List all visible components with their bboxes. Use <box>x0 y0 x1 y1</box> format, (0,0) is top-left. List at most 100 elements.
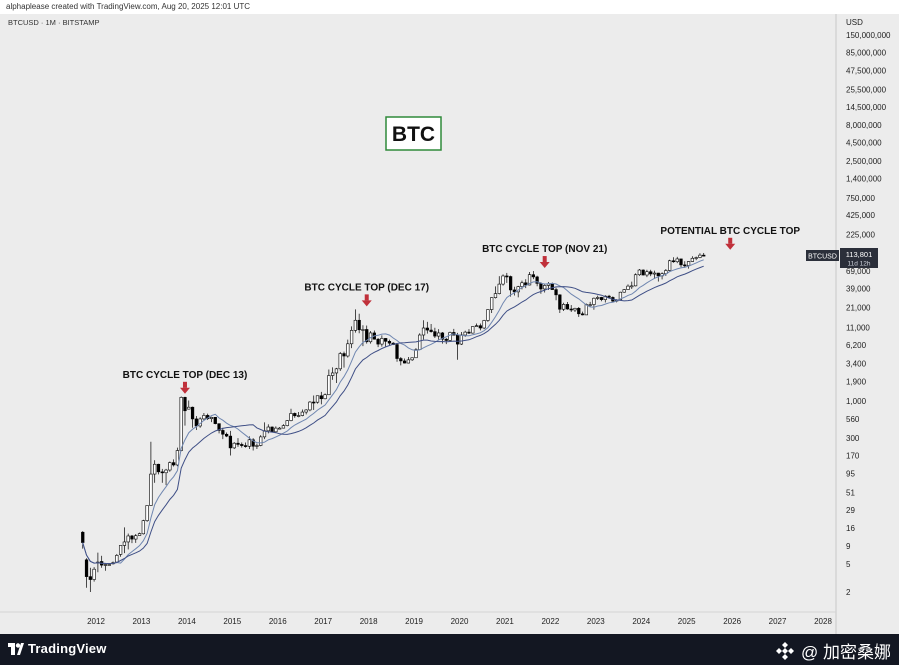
candle-body <box>686 261 691 266</box>
candle-body <box>402 360 407 364</box>
candle-body <box>406 359 411 364</box>
tradingview-brand[interactable]: TradingView <box>8 641 107 656</box>
candle <box>168 461 172 472</box>
candle-body <box>194 418 198 427</box>
candle <box>429 324 433 333</box>
candle-body <box>107 564 111 566</box>
candle-body <box>118 545 123 555</box>
candle <box>577 307 581 317</box>
watermark: @ 加密桑娜 <box>775 638 891 663</box>
candle <box>410 357 414 361</box>
candle-body <box>562 304 566 310</box>
candle-body <box>103 564 108 566</box>
candle <box>565 301 570 310</box>
y-tick-label: 47,500,000 <box>846 66 887 75</box>
candle-body <box>225 433 229 437</box>
candle <box>588 301 592 308</box>
candle <box>558 294 562 314</box>
footer-bar: TradingView @ 加密桑娜 <box>0 634 899 665</box>
candle <box>395 343 399 362</box>
current-price-label: BTCUSD 113,801 11d 12h <box>806 248 878 268</box>
candle <box>175 447 180 467</box>
candle-body <box>168 462 172 471</box>
candle-body <box>387 341 392 344</box>
candle <box>209 416 214 423</box>
candle <box>281 424 286 429</box>
y-axis: USD 150,000,000 85,000,000 47,500,000 25,500… <box>835 14 891 634</box>
candle-body <box>702 254 706 257</box>
candle-body <box>554 289 558 296</box>
price-tag-value: 113,801 <box>846 250 873 259</box>
candle-body <box>232 442 236 449</box>
candle-body <box>558 294 562 310</box>
candle-body <box>304 409 308 413</box>
x-tick-label: 2028 <box>814 617 832 626</box>
chart-area[interactable]: BTC CYCLE TOP (DEC 13) BTC CYCLE TOP (DEC… <box>0 14 899 634</box>
candle <box>308 401 312 412</box>
y-tick-label: 3,400 <box>846 360 867 369</box>
candle-body <box>255 445 259 447</box>
symbol-tag-text: BTCUSD <box>808 254 837 261</box>
candle-body <box>149 473 153 506</box>
down-arrow-icon <box>542 256 547 263</box>
candle <box>384 338 388 347</box>
candle <box>315 395 320 404</box>
candle-body <box>213 417 217 424</box>
candle <box>501 274 505 286</box>
candle <box>380 335 384 347</box>
candle-body <box>289 413 293 421</box>
y-tick-label: 560 <box>846 415 860 424</box>
candle <box>372 330 376 340</box>
candle-body <box>278 427 282 430</box>
y-tick-label: 9 <box>846 542 851 551</box>
y-tick-label: 8,000,000 <box>846 121 882 130</box>
candle-body <box>130 535 134 540</box>
candle-body <box>524 282 528 286</box>
candle-body <box>175 450 180 466</box>
candle-body <box>679 258 683 266</box>
btc-chart[interactable]: BTC CYCLE TOP (DEC 13) BTC CYCLE TOP (DEC… <box>0 14 899 634</box>
candle-body <box>338 353 342 370</box>
candle <box>668 259 672 273</box>
down-arrow-icon <box>728 237 733 244</box>
candle-body <box>327 375 331 396</box>
candle-body <box>474 325 479 327</box>
cycle-top-annotation: BTC CYCLE TOP (DEC 17) <box>304 282 429 307</box>
candle <box>346 339 350 358</box>
candle-body <box>493 293 498 298</box>
candle <box>118 545 123 557</box>
annotations-layer: BTC CYCLE TOP (DEC 13) BTC CYCLE TOP (DEC… <box>123 226 800 394</box>
down-arrow-head <box>179 387 190 394</box>
candle-body <box>153 463 157 475</box>
x-tick-label: 2013 <box>133 617 151 626</box>
candle-body <box>81 531 85 543</box>
candle-body <box>433 331 437 337</box>
candle-body <box>312 401 316 404</box>
x-tick-label: 2026 <box>723 617 741 626</box>
candle <box>508 275 513 297</box>
candle <box>84 558 89 588</box>
y-tick-label: 95 <box>846 469 855 478</box>
moving-average-line <box>82 265 704 565</box>
price-tag <box>840 248 878 268</box>
candle <box>228 430 233 456</box>
candle <box>702 252 706 257</box>
candle <box>387 339 392 346</box>
y-tick-label: 1,900 <box>846 377 867 386</box>
candle-body <box>331 372 335 376</box>
candle-body <box>531 274 535 278</box>
candle-body <box>349 330 354 345</box>
candle-body <box>190 406 195 420</box>
candle <box>259 435 263 447</box>
y-tick-label: 425,000 <box>846 211 875 220</box>
candle <box>357 313 361 334</box>
candle-body <box>164 469 168 474</box>
candle <box>478 323 482 331</box>
annotation-label: BTC CYCLE TOP (NOV 21) <box>482 244 607 255</box>
candle <box>690 256 694 262</box>
candle <box>652 270 657 279</box>
y-tick-label: 150,000,000 <box>846 31 891 40</box>
candle-body <box>690 257 694 262</box>
y-tick-label: 29 <box>846 506 855 515</box>
candles-layer <box>81 252 706 592</box>
